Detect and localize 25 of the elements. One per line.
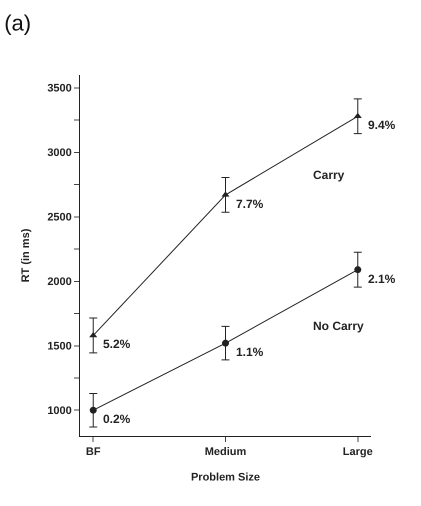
point (222, 340, 229, 347)
series-label: Carry (313, 168, 345, 182)
point (354, 112, 362, 118)
chart-title: (a) (4, 10, 32, 36)
y-tick-label: 2000 (47, 276, 72, 288)
annotation: 0.2% (103, 412, 131, 426)
annotation: 1.1% (236, 345, 264, 359)
x-axis-title: Problem Size (190, 471, 260, 484)
x-tick-label: Medium (204, 446, 246, 458)
annotation: 5.2% (103, 337, 131, 351)
point (89, 332, 98, 338)
annotation: 9.4% (368, 118, 396, 132)
annotation: 2.1% (368, 272, 396, 286)
series-label: No Carry (313, 319, 364, 333)
y-tick-label: 2500 (47, 212, 72, 224)
point (90, 406, 97, 414)
x-tick-label: BF (86, 446, 101, 458)
y-tick-label: 1000 (47, 405, 72, 418)
y-tick-label: 3000 (47, 147, 72, 160)
y-tick-label: 3500 (47, 82, 72, 95)
x-tick-label: Large (342, 446, 373, 458)
y-axis-title: RT (in ms) (20, 228, 32, 282)
annotation: 7.7% (236, 197, 264, 211)
point (354, 266, 362, 274)
y-tick-label: 1500 (47, 340, 72, 353)
